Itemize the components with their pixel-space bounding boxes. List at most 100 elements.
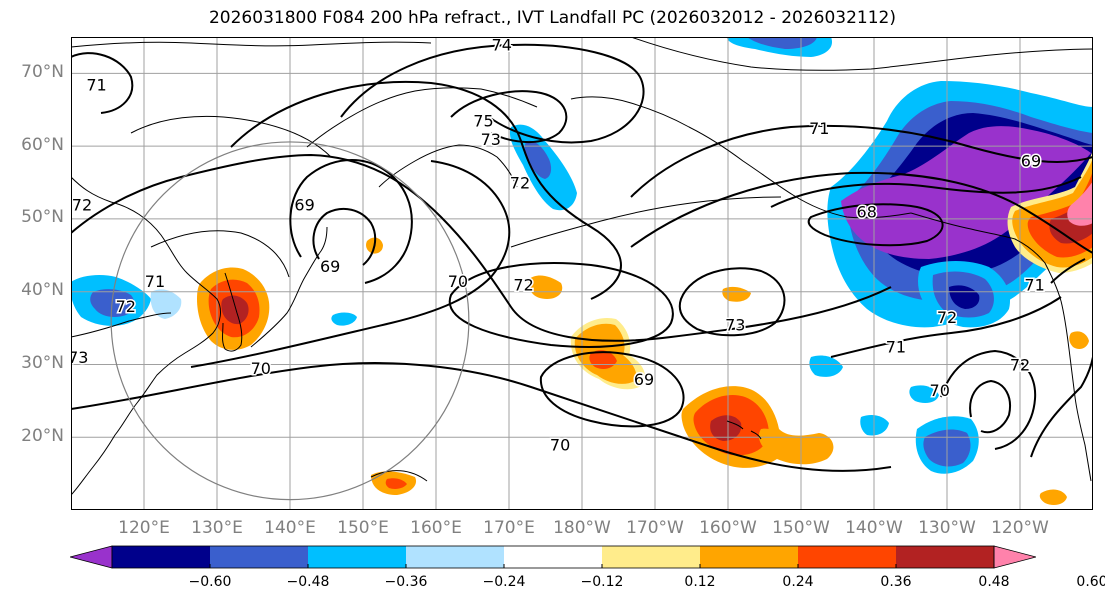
contour-75 <box>450 90 568 144</box>
colorbar-segment-2 <box>210 546 309 568</box>
colorbar-label-0: −0.60 <box>188 574 232 590</box>
lon-label-150w: 150°W <box>772 518 830 538</box>
contour-label-14: 71 <box>809 119 829 138</box>
lon-label-140w: 140°W <box>845 518 903 538</box>
colorbar-label-5: 0.12 <box>684 574 716 590</box>
contour-label-15: 69 <box>1021 152 1041 171</box>
contour-label-22: 70 <box>930 381 950 400</box>
colorbar-label-6: 0.24 <box>782 574 814 590</box>
contour-69-kamchatka <box>289 159 413 284</box>
contour-label-0: 74 <box>492 37 512 54</box>
lon-label-120w: 120°W <box>991 518 1049 538</box>
lat-label-20n: 20°N <box>21 426 64 446</box>
thin-contour-a <box>150 230 290 278</box>
contour-71-alaska <box>630 124 1093 198</box>
colorbar-label-3: −0.24 <box>482 574 526 590</box>
lat-label-70n: 70°N <box>21 62 64 82</box>
lat-label-60n: 60°N <box>21 135 64 155</box>
contour-73 <box>230 80 622 300</box>
contour-label-8: 70 <box>448 272 468 291</box>
contour-label-19: 70 <box>550 436 570 455</box>
contour-71-far-east <box>1050 258 1086 284</box>
lon-label-170e: 170°E <box>483 518 535 538</box>
contour-71-se <box>830 296 1062 358</box>
thin-contours <box>130 115 428 482</box>
colorbar-label-9: 0.60 <box>1076 574 1105 590</box>
contour-74 <box>340 43 645 144</box>
colorbar-label-8: 0.48 <box>978 574 1010 590</box>
colorbar-segments <box>70 545 1036 569</box>
colorbar-segment-9 <box>896 546 995 568</box>
lon-label-130e: 130°E <box>191 518 243 538</box>
coastlines <box>71 37 1093 496</box>
lon-label-180w: 180°W <box>553 518 611 538</box>
coast-china-coast <box>71 312 172 338</box>
colorbar-arrow-left <box>70 545 113 569</box>
contour-70-large <box>190 160 511 368</box>
graticule <box>71 37 1093 510</box>
contour-label-23: 72 <box>1010 355 1030 374</box>
contour-70-south <box>71 362 892 472</box>
colorbar-label-2: −0.36 <box>384 574 428 590</box>
shade-darkred-hawaii <box>710 415 742 441</box>
shade-orange-patch-b <box>528 275 563 299</box>
shade-cyan-patch-c <box>909 385 939 403</box>
shade-blue-bering <box>524 140 552 179</box>
contour-label-16: 68 <box>857 203 877 222</box>
shade-pink-westcoast <box>1067 181 1093 226</box>
contour-69-inner <box>312 207 377 266</box>
contour-72-north <box>71 153 892 342</box>
contour-label-2: 73 <box>481 130 501 149</box>
contour-69-subtropic <box>539 351 685 428</box>
contour-73-east <box>678 267 786 337</box>
lon-label-170w: 170°W <box>626 518 684 538</box>
thin-contour-b <box>130 115 332 158</box>
coast-westcoast <box>1060 300 1092 482</box>
colorbar-label-7: 0.36 <box>880 574 912 590</box>
colorbar-label-1: −0.48 <box>286 574 330 590</box>
colorbar-arrow-right <box>993 545 1036 569</box>
contour-label-3: 72 <box>510 174 530 193</box>
colorbar-segment-1 <box>112 546 211 568</box>
colorbar-segment-5 <box>504 546 603 568</box>
shade-orange-patch-e <box>1039 489 1067 505</box>
coast-kamchatka <box>378 144 518 188</box>
contour-label-21: 72 <box>937 308 957 327</box>
map-panel: 74 75 73 72 71 72 69 69 70 71 72 73 70 72 71 69 68 73 69 70… <box>71 37 1093 510</box>
contour-72-west-coast <box>1030 356 1093 458</box>
colorbar-segment-8 <box>798 546 897 568</box>
shade-blue-alaska-top <box>747 37 817 49</box>
lon-label-160e: 160°E <box>410 518 462 538</box>
lat-label-30n: 30°N <box>21 353 64 373</box>
lon-label-150e: 150°E <box>337 518 389 538</box>
contour-label-20: 71 <box>886 337 906 356</box>
map-title: 2026031800 F084 200 hPa refract., IVT La… <box>208 8 896 28</box>
thin-contour-c <box>370 470 428 482</box>
coast-alaska <box>570 96 912 219</box>
colorbar-segment-3 <box>308 546 407 568</box>
colorbar-label-4: −0.12 <box>580 574 624 590</box>
refractivity-contours <box>71 43 1093 472</box>
lat-label-40n: 40°N <box>21 280 64 300</box>
contour-70-se <box>969 379 1011 434</box>
contour-label-7: 69 <box>320 257 340 276</box>
coast-okhotsk <box>306 87 538 148</box>
shade-cyan-ca-south-b <box>860 415 889 436</box>
lon-label-160w: 160°W <box>699 518 757 538</box>
colorbar <box>70 545 1036 569</box>
shade-lightblue-east-asia <box>150 289 182 319</box>
lat-label-50n: 50°N <box>21 207 64 227</box>
ivt-pc-shading <box>71 37 1093 505</box>
contour-68 <box>807 203 944 247</box>
coast-aleutians <box>510 196 782 248</box>
contour-73-ellipse <box>448 262 674 348</box>
contour-label-24: 71 <box>1024 275 1044 294</box>
coast-asia-east <box>71 176 221 496</box>
contour-label-12: 70 <box>251 359 271 378</box>
contour-72-gulf <box>630 171 1093 254</box>
shade-cyan-patch-a <box>331 312 357 326</box>
lon-label-140e: 140°E <box>264 518 316 538</box>
contour-label-6: 69 <box>294 195 314 214</box>
